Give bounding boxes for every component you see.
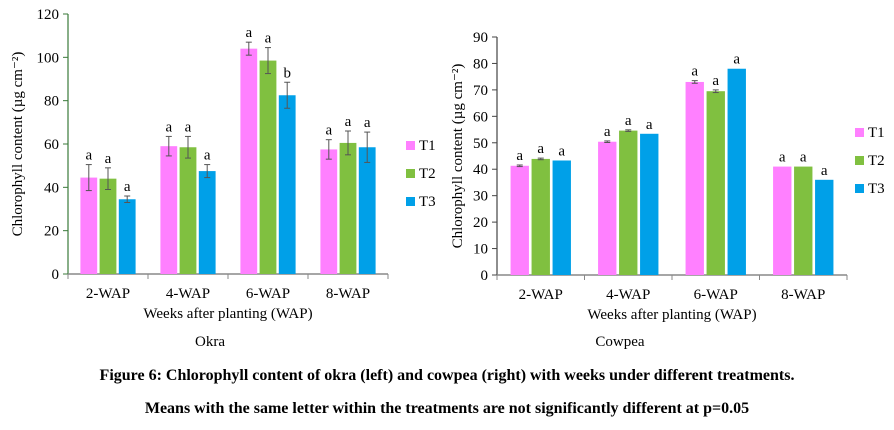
cowpea-significance-letter: a [625, 113, 632, 129]
okra-y-tick-label: 40 [44, 180, 59, 196]
okra-legend-label: T2 [419, 166, 436, 182]
okra-significance-letter: a [345, 114, 352, 130]
cowpea-bar-t1 [685, 81, 704, 275]
okra-legend-label: T3 [419, 194, 436, 210]
cowpea-legend-label: T2 [868, 153, 885, 169]
okra-y-tick-label: 120 [37, 7, 60, 23]
okra-bar-t3 [198, 171, 216, 274]
cowpea-bar-t3 [727, 68, 746, 275]
okra-legend-swatch-t2 [406, 169, 415, 178]
cowpea-significance-letter: a [558, 143, 565, 159]
cowpea-bar-t3 [815, 179, 834, 275]
okra-significance-letter: a [165, 119, 172, 135]
okra-y-tick-label: 100 [37, 50, 60, 66]
okra-bar-t1 [80, 177, 98, 274]
okra-y-tick-label: 80 [44, 94, 59, 110]
okra-significance-letter: a [85, 148, 92, 164]
cowpea-x-tick-label: 8-WAP [781, 287, 825, 303]
cowpea-legend-label: T3 [868, 181, 885, 197]
okra-bar-t3 [358, 147, 376, 274]
cowpea-y-tick-label: 70 [473, 83, 488, 99]
okra-x-axis-label: Weeks after planting (WAP) [143, 306, 312, 322]
cowpea-y-tick-label: 60 [473, 109, 488, 125]
cowpea-bar-t2 [619, 130, 638, 275]
okra-bar-t1 [240, 48, 258, 274]
okra-bar-t1 [160, 146, 178, 274]
okra-significance-letter: a [124, 179, 131, 195]
okra-significance-letter: b [283, 65, 291, 81]
cowpea-x-tick-label: 6-WAP [694, 287, 738, 303]
cowpea-significance-letter: a [646, 117, 653, 133]
okra-bar-t2 [339, 142, 357, 274]
cowpea-y-tick-label: 10 [473, 242, 488, 258]
cowpea-y-tick-label: 80 [473, 56, 488, 72]
cowpea-y-axis-label: Chlorophyll content (µg cm⁻²) [450, 64, 466, 249]
cowpea-significance-letter: a [712, 73, 719, 89]
cowpea-significance-letter: a [733, 52, 740, 68]
cowpea-y-tick-label: 0 [481, 268, 489, 284]
cowpea-bar-t1 [773, 166, 792, 275]
cowpea-bar-t1 [510, 165, 529, 275]
okra-x-tick-label: 4-WAP [166, 286, 210, 302]
cowpea-legend-swatch-t3 [855, 184, 864, 193]
cowpea-significance-letter: a [537, 141, 544, 157]
cowpea-significance-letter: a [800, 150, 807, 166]
cowpea-bar-t2 [531, 158, 550, 275]
cowpea-legend-swatch-t2 [855, 156, 864, 165]
okra-significance-letter: a [364, 115, 371, 131]
figure-caption: Figure 6: Chlorophyll content of okra (l… [99, 367, 795, 384]
okra-bar-t3 [118, 199, 136, 274]
cowpea-bar-t1 [598, 141, 617, 275]
okra-y-tick-label: 0 [52, 267, 60, 283]
okra-chart-title: Okra [195, 334, 225, 350]
cowpea-significance-letter: a [779, 150, 786, 166]
cowpea-bar-t3 [640, 133, 659, 275]
cowpea-significance-letter: a [691, 64, 698, 80]
cowpea-x-axis-label: Weeks after planting (WAP) [587, 307, 756, 323]
cowpea-bar-t2 [794, 166, 813, 275]
cowpea-x-tick-label: 4-WAP [606, 287, 650, 303]
okra-significance-letter: a [204, 148, 211, 164]
cowpea-chart-title: Cowpea [595, 334, 645, 350]
okra-legend-swatch-t3 [406, 197, 415, 206]
okra-bar-t2 [259, 60, 277, 275]
cowpea-y-tick-label: 50 [473, 136, 488, 152]
cowpea-bar-t3 [552, 160, 571, 275]
okra-bar-t1 [320, 149, 338, 274]
cowpea-y-tick-label: 90 [473, 30, 488, 46]
okra-bar-t3 [278, 95, 296, 274]
okra-x-tick-label: 2-WAP [86, 286, 130, 302]
okra-legend-swatch-t1 [406, 141, 415, 150]
okra-significance-letter: a [245, 25, 252, 41]
cowpea-bar-t2 [706, 91, 725, 275]
okra-legend-label: T1 [419, 138, 436, 154]
cowpea-legend-swatch-t1 [855, 128, 864, 137]
okra-y-tick-label: 60 [44, 137, 59, 153]
okra-y-tick-label: 20 [44, 224, 59, 240]
cowpea-significance-letter: a [821, 163, 828, 179]
cowpea-significance-letter: a [516, 148, 523, 164]
cowpea-x-tick-label: 2-WAP [519, 287, 563, 303]
okra-y-axis-label: Chlorophyll content (µg cm⁻²) [10, 52, 26, 237]
okra-bar-t2 [99, 178, 117, 274]
figure-caption-note: Means with the same letter within the tr… [144, 400, 750, 417]
cowpea-legend-label: T1 [868, 125, 885, 141]
okra-x-tick-label: 8-WAP [326, 286, 370, 302]
okra-significance-letter: a [105, 151, 112, 167]
okra-bar-t2 [179, 147, 197, 274]
okra-significance-letter: a [325, 123, 332, 139]
cowpea-y-tick-label: 40 [473, 162, 488, 178]
cowpea-y-tick-label: 20 [473, 215, 488, 231]
cowpea-significance-letter: a [604, 124, 611, 140]
okra-significance-letter: a [185, 119, 192, 135]
okra-significance-letter: a [265, 31, 272, 47]
okra-x-tick-label: 6-WAP [246, 286, 290, 302]
cowpea-y-tick-label: 30 [473, 189, 488, 205]
